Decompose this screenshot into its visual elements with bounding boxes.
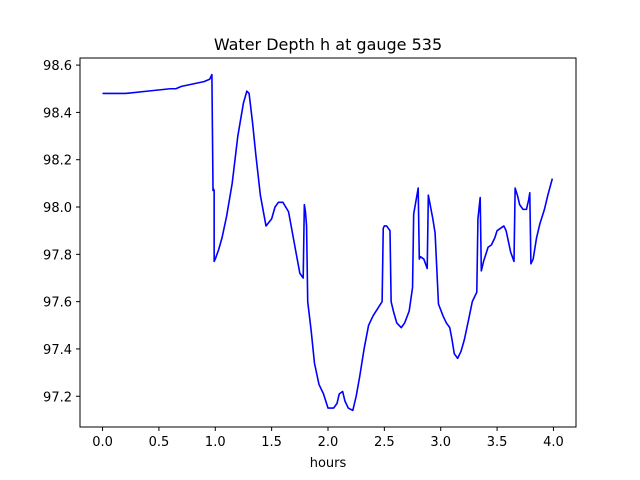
x-tick-label: 3.0 [430,435,451,450]
x-axis: 0.0 0.5 1.0 1.5 2.0 2.5 3.0 3.5 4.0 [92,427,564,450]
x-tick-label: 1.5 [261,435,282,450]
y-tick-label: 97.2 [43,390,72,405]
series-layer [102,73,554,412]
y-tick-label: 98.4 [43,106,72,121]
y-tick-label: 98.6 [43,59,72,74]
x-tick-label: 2.0 [318,435,339,450]
x-tick-label: 1.0 [205,435,226,450]
x-tick-label: 3.5 [487,435,508,450]
x-tick-label: 0.0 [92,435,113,450]
series-line-0 [102,73,554,412]
y-tick-label: 97.6 [43,296,72,311]
chart-title: Water Depth h at gauge 535 [214,35,442,54]
y-tick-label: 98.0 [43,201,72,216]
y-axis: 97.2 97.4 97.6 97.8 98.0 98.2 98.4 98.6 [43,59,80,405]
x-tick-label: 2.5 [374,435,395,450]
x-tick-label: 4.0 [543,435,564,450]
y-tick-label: 97.4 [43,343,72,358]
y-tick-label: 97.8 [43,248,72,263]
x-tick-label: 0.5 [149,435,170,450]
plot-area-frame [79,57,577,428]
y-tick-label: 98.2 [43,154,72,169]
x-axis-label: hours [310,456,347,471]
